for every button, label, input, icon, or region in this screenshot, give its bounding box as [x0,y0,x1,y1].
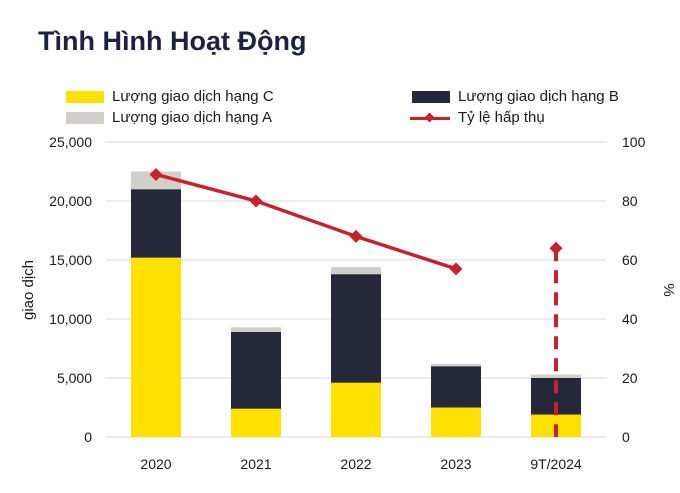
absorption-point [549,241,563,255]
y-tick-label: 25,000 [49,134,92,150]
y-tick-label: 10,000 [49,311,92,327]
x-tick-label: 2022 [340,456,371,472]
absorption-line [155,172,457,271]
legend-label-class-b: Lượng giao dịch hạng B [458,88,619,105]
bar-segment-class-b [431,366,481,408]
bar-segment-class-c [431,407,481,437]
y-axis-label: giao dịch [20,260,37,320]
y-tick-label: 15,000 [49,252,92,268]
absorption-point [349,229,363,243]
y2-tick-label: 20 [622,370,638,386]
y2-tick-label: 0 [622,429,630,445]
legend-swatch-class-c [66,90,104,103]
bar-segment-class-a [531,374,581,378]
y2-tick-label: 40 [622,311,638,327]
bar-segment-class-a [331,267,381,275]
legend-label-class-a: Lượng giao dịch hạng A [112,109,272,126]
legend-swatch-class-a [66,111,104,124]
legend-item-absorption: Tỷ lệ hấp thụ [410,109,545,126]
legend-item-class-b: Lượng giao dịch hạng B [412,88,619,105]
legend-item-class-c: Lượng giao dịch hạng C [66,88,274,105]
chart-title: Tình Hình Hoạt Động [38,26,307,56]
x-tick-label: 2020 [140,456,171,472]
legend-item-class-a: Lượng giao dịch hạng A [66,109,272,126]
legend-swatch-absorption [410,112,450,124]
y2-axis-label: % [660,283,677,296]
x-tick-label: 2021 [240,456,271,472]
y-tick-label: 0 [84,429,92,445]
x-tick-label: 9T/2024 [530,456,582,472]
legend-label-absorption: Tỷ lệ hấp thụ [458,109,545,126]
y2-tick-label: 100 [622,134,646,150]
y-tick-label: 5,000 [57,370,92,386]
absorption-point [449,262,463,276]
bar-segment-class-c [231,408,281,437]
absorption-point [149,167,163,181]
bar-segment-class-c [331,382,381,437]
legend-label-class-c: Lượng giao dịch hạng C [112,88,274,105]
y-tick-label: 20,000 [49,193,92,209]
bar-segment-class-b [131,189,181,258]
bar-segment-class-a [231,327,281,332]
bar-segment-class-b [331,274,381,383]
legend-swatch-class-b [412,90,450,103]
y2-tick-label: 60 [622,252,638,268]
bar-segment-class-a [431,363,481,367]
y2-tick-label: 80 [622,193,638,209]
absorption-point [249,194,263,208]
bar-segment-class-b [231,331,281,409]
x-tick-label: 2023 [440,456,471,472]
bar-segment-class-c [131,257,181,437]
